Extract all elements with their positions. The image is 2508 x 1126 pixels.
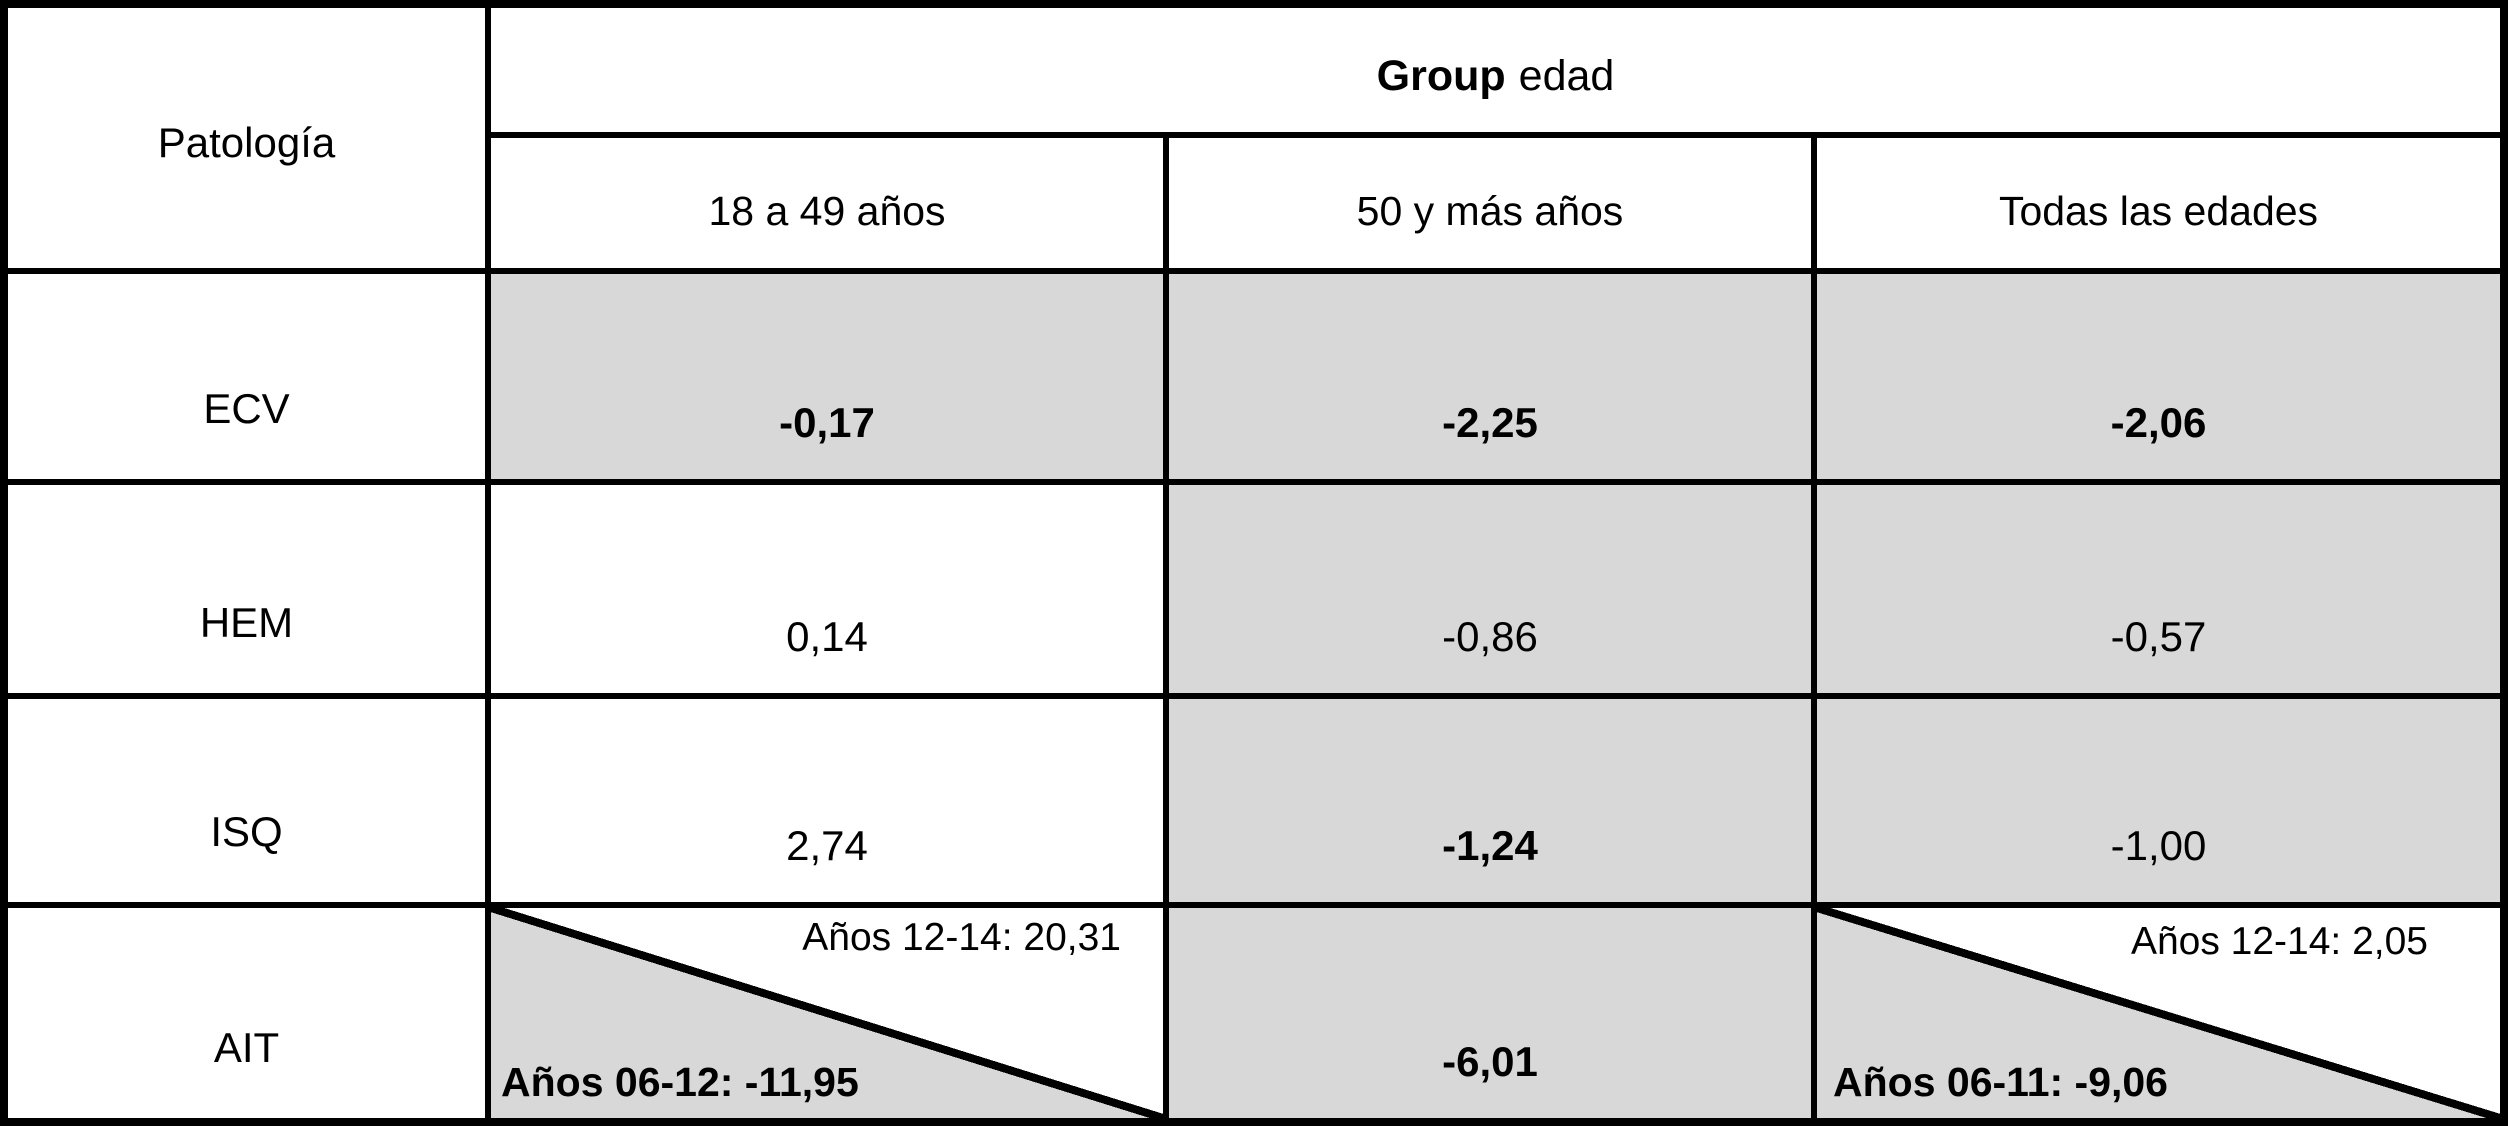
value-cell-isq-all-ages: -1,00 [1817,699,2500,902]
split-cell-top-value: Años 12-14: 2,05 [2130,920,2428,963]
row-label-hem: HEM [8,485,485,693]
split-cell-bottom-value: Años 06-11: -9,06 [1833,1059,2168,1105]
value-cell-ait-50-plus: -6,01 [1169,908,1811,1118]
split-cell-ait-all-ages: Años 12-14: 2,05 Años 06-11: -9,06 [1817,908,2500,1118]
value-text: -1,00 [2110,822,2207,869]
age-column-header-50-plus: 50 y más años [1169,138,1811,268]
age-column-label: 50 y más años [1356,187,1624,234]
group-label-rest: edad [1518,51,1615,100]
row-label-ecv: ECV [8,274,485,479]
value-text: -1,24 [1442,822,1538,869]
value-text: 0,14 [786,613,868,660]
value-text: -0,86 [1442,613,1538,660]
value-cell-isq-50-plus: -1,24 [1169,699,1811,902]
age-column-label: Todas las edades [1998,187,2319,234]
value-text: -2,25 [1442,399,1538,446]
row-label-text: HEM [199,599,294,646]
pathology-header-label: Patología [157,119,336,166]
header-cell-pathology: Patología [8,8,485,268]
value-text: -2,06 [2110,399,2207,446]
age-column-label: 18 a 49 años [708,187,946,234]
row-label-isq: ISQ [8,699,485,902]
value-cell-isq-18-49: 2,74 [491,699,1163,902]
value-cell-ecv-all-ages: -2,06 [1817,274,2500,479]
value-cell-ecv-50-plus: -2,25 [1169,274,1811,479]
value-text: -6,01 [1442,1038,1538,1085]
value-cell-hem-all-ages: -0,57 [1817,485,2500,693]
row-label-text: AIT [213,1024,280,1071]
group-label-bold: Group [1376,51,1506,100]
value-cell-hem-18-49: 0,14 [491,485,1163,693]
split-cell-bottom-value: Años 06-12: -11,95 [501,1059,859,1105]
value-text: -0,17 [779,399,875,446]
row-label-text: ISQ [210,808,283,855]
row-label-ait: AIT [8,908,485,1118]
value-cell-ecv-18-49: -0,17 [491,274,1163,479]
value-cell-hem-50-plus: -0,86 [1169,485,1811,693]
row-label-text: ECV [203,385,290,432]
value-text: 2,74 [786,822,868,869]
value-text: -0,57 [2110,613,2207,660]
header-cell-group-edad: Group edad [491,8,2500,132]
split-cell-ait-18-49: Años 12-14: 20,31 Años 06-12: -11,95 [491,908,1163,1118]
age-column-header-all-ages: Todas las edades [1817,138,2500,268]
age-column-header-18-49: 18 a 49 años [491,138,1163,268]
split-cell-top-value: Años 12-14: 20,31 [802,916,1121,959]
